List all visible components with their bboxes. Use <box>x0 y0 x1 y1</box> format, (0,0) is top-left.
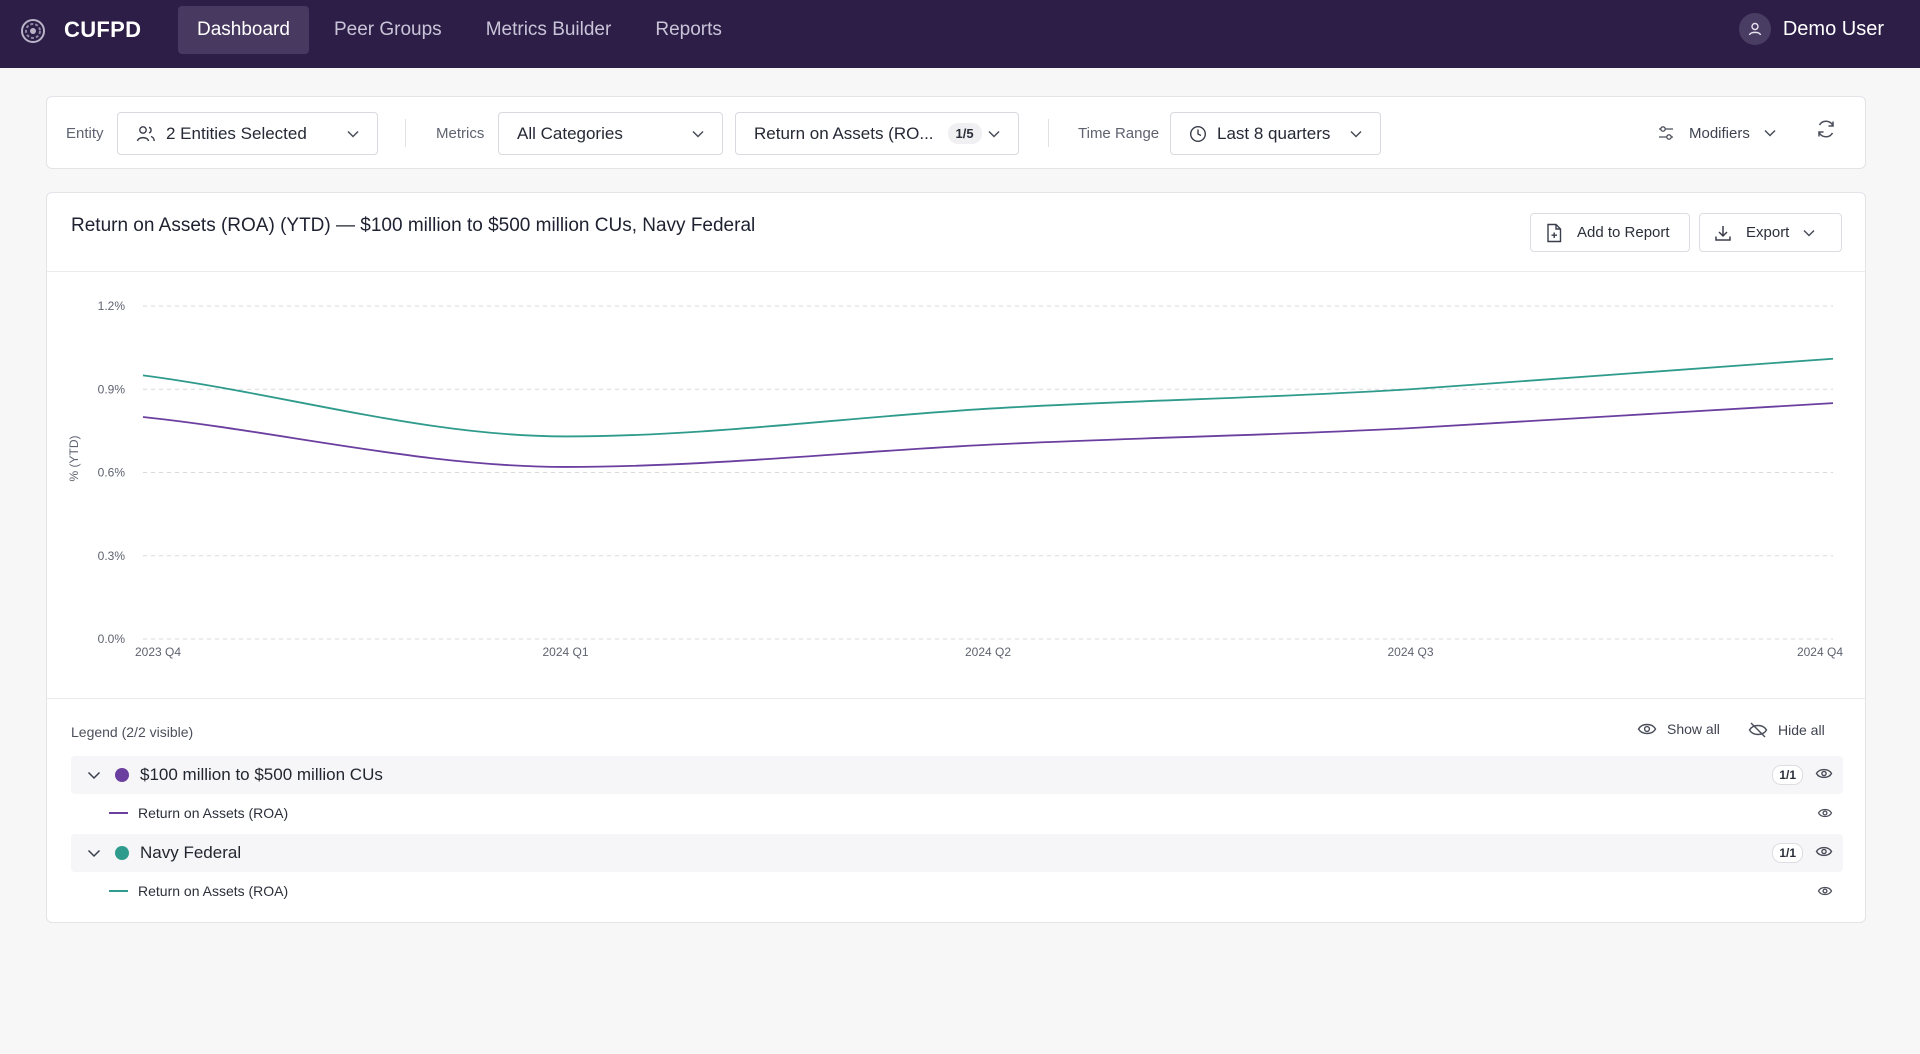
y-tick-label: 1.2% <box>98 299 126 313</box>
y-tick-label: 0.0% <box>98 632 126 646</box>
legend-series-row[interactable]: Return on Assets (ROA) <box>71 798 1843 828</box>
chart-area: 0.0% 0.3% 0.6% 0.9% 1.2% 2023 Q4 2024 Q1 2024 Q… <box>47 272 1865 692</box>
download-icon <box>1715 225 1731 241</box>
time-range-select[interactable]: Last 8 quarters <box>1170 112 1381 155</box>
series-line-2 <box>142 357 1834 438</box>
clock-icon <box>1189 125 1207 142</box>
legend-group-name: $100 million to $500 million CUs <box>140 765 383 784</box>
refresh-icon[interactable] <box>1815 118 1837 140</box>
chevron-down-icon[interactable] <box>85 849 103 858</box>
add-to-report-label: Add to Report <box>1577 224 1670 241</box>
legend-group-count: 1/1 <box>1772 843 1803 863</box>
x-tick-label: 2024 Q3 <box>1387 645 1433 659</box>
metric-select-value: Return on Assets (RO... <box>754 123 934 143</box>
legend-group-row[interactable]: $100 million to $500 million CUs 1/1 <box>71 756 1843 794</box>
user-menu[interactable]: Demo User <box>1738 13 1884 45</box>
eye-icon[interactable] <box>1817 807 1833 819</box>
y-tick-label: 0.9% <box>98 382 126 396</box>
chevron-down-icon[interactable] <box>85 771 103 780</box>
eye-icon <box>1637 723 1657 735</box>
legend-group-count: 1/1 <box>1772 765 1803 785</box>
hide-all-label: Hide all <box>1778 722 1825 738</box>
entity-select-value: 2 Entities Selected <box>166 123 307 143</box>
export-button[interactable]: Export <box>1699 213 1842 252</box>
hide-all-button[interactable]: Hide all <box>1748 721 1825 739</box>
chevron-down-icon <box>692 130 704 138</box>
modifiers-label: Modifiers <box>1689 124 1750 142</box>
nav-peer-groups[interactable]: Peer Groups <box>333 19 442 40</box>
series-line-1 <box>142 402 1834 468</box>
chart-title: Return on Assets (ROA) (YTD) — $100 mill… <box>71 215 756 236</box>
eye-off-icon <box>1748 722 1768 738</box>
user-name: Demo User <box>1782 17 1884 40</box>
y-axis-label: % (YTD) <box>67 436 81 482</box>
nav-dashboard[interactable]: Dashboard <box>178 6 309 54</box>
series-line-swatch <box>109 890 128 892</box>
chevron-down-icon <box>988 130 1000 138</box>
nav-reports[interactable]: Reports <box>655 19 722 40</box>
chevron-down-icon <box>1764 129 1776 137</box>
panel-divider <box>47 271 1865 272</box>
add-to-report-button[interactable]: Add to Report <box>1530 213 1690 252</box>
cufpd-logo-icon[interactable] <box>20 18 46 44</box>
sliders-icon <box>1659 126 1673 140</box>
chevron-down-icon <box>347 130 359 138</box>
x-tick-label: 2024 Q1 <box>542 645 588 659</box>
entity-label: Entity <box>66 125 104 142</box>
modifiers-button[interactable]: Modifiers <box>1657 119 1776 147</box>
x-tick-label: 2024 Q4 <box>1797 645 1843 659</box>
filter-divider <box>405 119 406 147</box>
filter-divider <box>1048 119 1049 147</box>
time-range-value: Last 8 quarters <box>1217 123 1331 143</box>
series-color-dot <box>115 768 129 782</box>
eye-icon[interactable] <box>1817 885 1833 897</box>
filter-bar: Entity 2 Entities Selected Metrics All C… <box>46 96 1866 169</box>
eye-icon[interactable] <box>1815 767 1833 780</box>
metrics-label: Metrics <box>436 125 485 142</box>
top-navigation-bar: CUFPD Dashboard Peer Groups Metrics Buil… <box>0 0 1920 68</box>
nav-metrics-builder[interactable]: Metrics Builder <box>485 19 612 40</box>
metric-select[interactable]: Return on Assets (RO... 1/5 <box>735 112 1019 155</box>
legend-group-name: Navy Federal <box>140 843 242 862</box>
y-tick-label: 0.6% <box>98 466 126 480</box>
x-tick-label: 2024 Q2 <box>965 645 1011 659</box>
users-icon <box>136 125 155 141</box>
legend-title: Legend (2/2 visible) <box>71 724 194 740</box>
brand-name[interactable]: CUFPD <box>64 17 142 42</box>
panel-divider <box>47 698 1865 699</box>
roa-line-chart: 0.0% 0.3% 0.6% 0.9% 1.2% 2023 Q4 2024 Q1 2024 Q… <box>67 299 1843 659</box>
x-tick-label: 2023 Q4 <box>135 645 181 659</box>
series-color-dot <box>115 846 129 860</box>
legend-group-row[interactable]: Navy Federal 1/1 <box>71 834 1843 872</box>
y-tick-label: 0.3% <box>98 549 126 563</box>
user-icon <box>1738 13 1771 45</box>
legend-series-name: Return on Assets (ROA) <box>138 805 289 821</box>
category-select[interactable]: All Categories <box>498 112 723 155</box>
entity-select[interactable]: 2 Entities Selected <box>117 112 378 155</box>
time-range-label: Time Range <box>1078 125 1160 142</box>
series-line-swatch <box>109 812 128 814</box>
chevron-down-icon <box>1803 229 1815 237</box>
chart-panel: Return on Assets (ROA) (YTD) — $100 mill… <box>46 192 1866 923</box>
category-select-value: All Categories <box>517 123 623 143</box>
show-all-label: Show all <box>1667 721 1720 737</box>
chevron-down-icon <box>1350 130 1362 138</box>
file-plus-icon <box>1547 223 1562 242</box>
metric-count-badge: 1/5 <box>947 123 982 144</box>
export-label: Export <box>1746 224 1790 241</box>
eye-icon[interactable] <box>1815 845 1833 858</box>
main-nav: Dashboard Peer Groups Metrics Builder Re… <box>178 6 741 54</box>
legend-series-name: Return on Assets (ROA) <box>138 883 289 899</box>
show-all-button[interactable]: Show all <box>1637 721 1720 737</box>
legend-series-row[interactable]: Return on Assets (ROA) <box>71 876 1843 906</box>
